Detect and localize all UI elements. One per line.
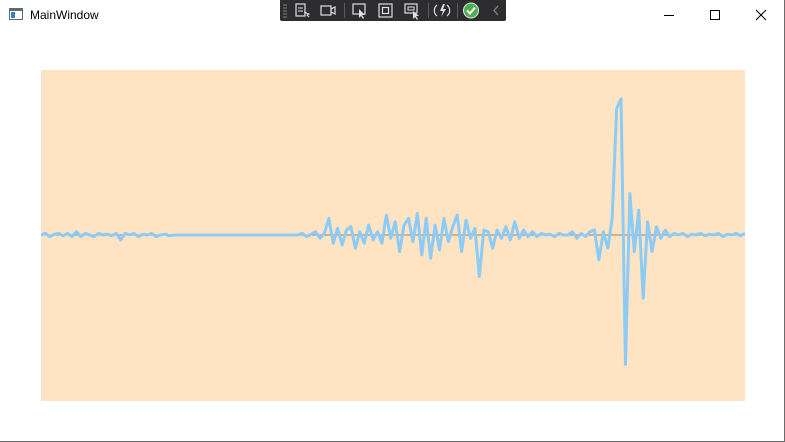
toolbar-grip-icon[interactable] xyxy=(283,3,287,18)
live-visual-tree-icon[interactable] xyxy=(292,1,312,20)
xaml-debug-toolbar xyxy=(280,0,506,21)
binding-failures-ok-icon[interactable] xyxy=(461,1,481,20)
chart-plot-area xyxy=(41,70,745,401)
minimize-icon xyxy=(664,15,674,16)
toolbar-separator xyxy=(428,3,429,18)
track-focused-element-icon[interactable] xyxy=(402,1,422,20)
toolbar-separator xyxy=(457,3,458,18)
app-window-icon xyxy=(9,8,23,20)
record-icon[interactable] xyxy=(318,1,338,20)
window-title: MainWindow xyxy=(30,8,99,22)
close-icon xyxy=(755,9,767,21)
minimize-button[interactable] xyxy=(646,0,692,30)
collapse-toolbar-icon[interactable] xyxy=(486,1,506,20)
select-element-icon[interactable] xyxy=(350,1,370,20)
maximize-icon xyxy=(710,10,720,20)
display-layout-adorners-icon[interactable] xyxy=(376,1,396,20)
toolbar-separator xyxy=(344,3,345,18)
maximize-button[interactable] xyxy=(692,0,738,30)
title-bar[interactable]: MainWindow xyxy=(0,0,784,30)
hot-reload-icon[interactable] xyxy=(432,1,452,20)
close-button[interactable] xyxy=(738,0,784,30)
waveform-chart xyxy=(41,97,745,366)
series-line-0 xyxy=(41,97,745,366)
